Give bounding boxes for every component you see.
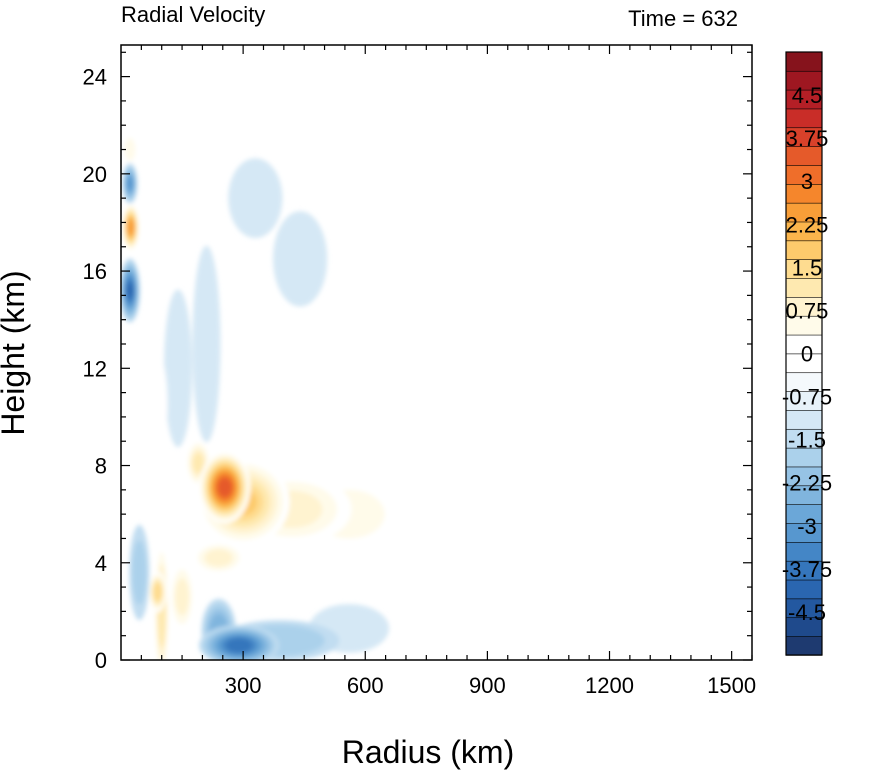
colorbar: 4.5 3.75 3 2.25 1.5 0.75 0 -0.75 -1.5 -2.25 -3 -3.7… xyxy=(782,51,832,656)
x-axis-label: Radius (km) xyxy=(342,734,514,770)
colorbar-frame xyxy=(785,51,823,656)
field-contour xyxy=(170,328,186,409)
y-tick-label: 20 xyxy=(83,162,107,187)
colorbar-label: -3.75 xyxy=(782,557,832,582)
field-blobs xyxy=(121,132,690,660)
y-tick-label: 0 xyxy=(95,648,107,673)
colorbar-label: 4.5 xyxy=(792,83,823,108)
plot-frame xyxy=(120,44,753,661)
heatmap-field xyxy=(121,45,752,660)
field-contour xyxy=(198,294,215,394)
field-contour xyxy=(128,286,132,295)
x-tick-label: 1500 xyxy=(707,673,756,698)
colorbar-swatch xyxy=(785,635,823,656)
x-tick-label: 300 xyxy=(225,673,262,698)
field-contour xyxy=(128,223,133,231)
y-tick-label: 16 xyxy=(83,259,107,284)
x-tick-label: 900 xyxy=(469,673,506,698)
colorbar-label: -4.5 xyxy=(788,600,826,625)
y-tick-label: 8 xyxy=(95,454,107,479)
field-contour xyxy=(146,374,162,435)
field-contour xyxy=(211,553,227,563)
time-label: Time = 632 xyxy=(628,6,738,31)
field-contour xyxy=(129,439,137,468)
x-tick-label: 1200 xyxy=(585,673,634,698)
chart-title: Radial Velocity xyxy=(121,2,265,27)
y-axis-ticks: 0 4 8 12 16 20 24 xyxy=(83,51,752,673)
y-tick-label: 12 xyxy=(83,356,107,381)
colorbar-label: 0.75 xyxy=(786,298,829,323)
field-contour xyxy=(128,179,132,188)
colorbar-swatch xyxy=(785,277,823,298)
colorbar-label: -0.75 xyxy=(782,385,832,410)
field-contour xyxy=(178,587,186,607)
colorbar-label: -2.25 xyxy=(782,471,832,496)
x-axis-ticks: 300 600 900 1200 1500 xyxy=(140,45,756,698)
colorbar-swatch xyxy=(785,51,823,72)
colorbar-swatch xyxy=(785,409,823,430)
field-contour xyxy=(126,143,134,156)
field-contour xyxy=(155,588,160,596)
colorbar-label: -3 xyxy=(797,514,817,539)
colorbar-label: 2.25 xyxy=(786,212,829,237)
field-contour xyxy=(160,237,172,266)
x-tick-label: 600 xyxy=(347,673,384,698)
y-tick-label: 24 xyxy=(83,65,107,90)
colorbar-swatch xyxy=(785,579,823,600)
field-contour xyxy=(328,615,370,642)
field-contour xyxy=(135,555,144,590)
colorbar-label: 3.75 xyxy=(786,126,829,151)
field-contour xyxy=(221,483,228,492)
field-contour xyxy=(273,211,328,307)
colorbar-swatch xyxy=(785,108,823,129)
colorbar-label: -1.5 xyxy=(788,428,826,453)
field-contour xyxy=(450,445,476,510)
field-contour xyxy=(599,161,661,187)
field-contour xyxy=(234,642,244,649)
y-tick-label: 4 xyxy=(95,551,107,576)
colorbar-label: 0 xyxy=(801,342,813,367)
field-contour xyxy=(195,457,202,469)
y-axis-label: Height (km) xyxy=(0,270,31,435)
field-contour xyxy=(241,177,270,219)
colorbar-label: 3 xyxy=(801,169,813,194)
colorbar-label: 1.5 xyxy=(792,255,823,280)
